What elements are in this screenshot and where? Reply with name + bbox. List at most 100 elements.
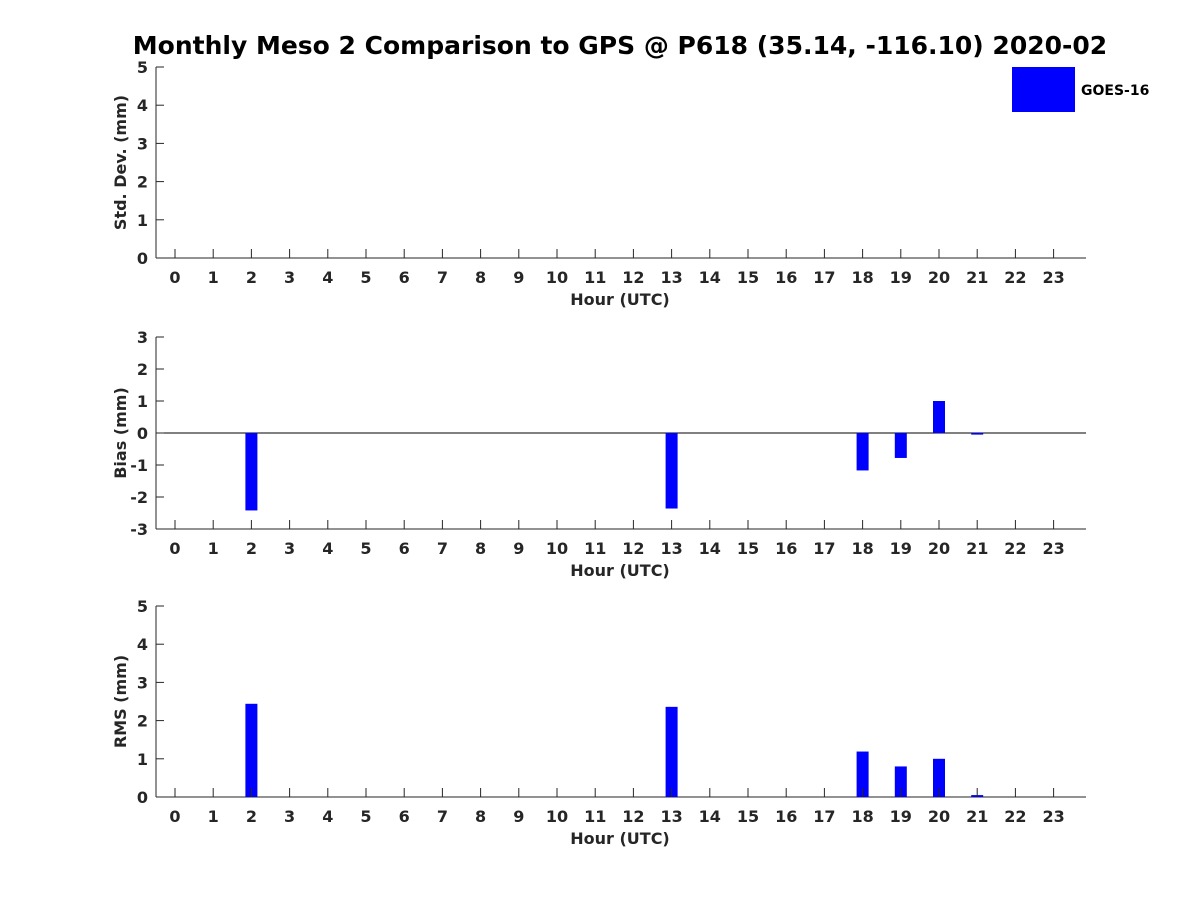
- y-tick-label: 4: [137, 96, 148, 115]
- x-tick-label: 19: [890, 539, 912, 558]
- y-tick-label: 5: [137, 597, 148, 616]
- x-tick-label: 9: [513, 539, 524, 558]
- x-tick-label: 16: [775, 807, 797, 826]
- x-axis-title: Hour (UTC): [570, 829, 670, 848]
- y-tick-label: 3: [137, 673, 148, 692]
- bar-hour-20: [933, 401, 945, 433]
- bar-hour-2: [245, 433, 258, 511]
- bar-hour-19: [894, 433, 907, 458]
- x-tick-label: 0: [169, 807, 180, 826]
- y-tick-label: 1: [137, 392, 148, 411]
- y-tick-label: 0: [137, 249, 148, 268]
- bar-hour-13: [665, 706, 678, 797]
- x-tick-label: 2: [246, 807, 257, 826]
- x-tick-label: 15: [737, 539, 759, 558]
- x-tick-label: 1: [208, 807, 219, 826]
- y-axis-title: Std. Dev. (mm): [111, 95, 130, 230]
- y-tick-label: 1: [137, 211, 148, 230]
- x-tick-label: 19: [890, 268, 912, 287]
- x-tick-label: 4: [322, 539, 333, 558]
- x-tick-label: 13: [660, 268, 682, 287]
- x-tick-label: 8: [475, 807, 486, 826]
- x-tick-label: 4: [322, 807, 333, 826]
- x-tick-label: 14: [699, 539, 721, 558]
- y-tick-label: 2: [137, 360, 148, 379]
- x-tick-label: 7: [437, 539, 448, 558]
- x-tick-label: 6: [399, 807, 410, 826]
- x-tick-label: 16: [775, 268, 797, 287]
- x-tick-label: 8: [475, 268, 486, 287]
- x-tick-label: 22: [1004, 539, 1026, 558]
- y-axis-title: Bias (mm): [111, 387, 130, 479]
- y-axis-title: RMS (mm): [111, 655, 130, 748]
- x-tick-label: 17: [813, 807, 835, 826]
- x-tick-label: 8: [475, 539, 486, 558]
- y-tick-label: -3: [130, 520, 148, 539]
- x-tick-label: 2: [246, 539, 257, 558]
- x-tick-label: 16: [775, 539, 797, 558]
- x-tick-label: 2: [246, 268, 257, 287]
- bar-hour-18: [856, 751, 869, 797]
- x-tick-label: 10: [546, 268, 568, 287]
- x-tick-label: 21: [966, 539, 988, 558]
- y-tick-label: -2: [130, 488, 148, 507]
- x-tick-label: 9: [513, 268, 524, 287]
- legend-label: GOES-16: [1081, 83, 1149, 99]
- x-tick-label: 0: [169, 268, 180, 287]
- x-tick-label: 10: [546, 539, 568, 558]
- x-tick-label: 22: [1004, 268, 1026, 287]
- x-tick-label: 10: [546, 807, 568, 826]
- x-tick-label: 17: [813, 539, 835, 558]
- x-tick-label: 7: [437, 807, 448, 826]
- x-tick-label: 11: [584, 268, 606, 287]
- x-tick-label: 1: [208, 268, 219, 287]
- x-tick-label: 23: [1042, 539, 1064, 558]
- y-tick-label: 0: [137, 788, 148, 807]
- y-tick-label: 3: [137, 328, 148, 347]
- x-tick-label: 6: [399, 539, 410, 558]
- x-tick-label: 18: [851, 539, 873, 558]
- y-tick-label: 2: [137, 173, 148, 192]
- bar-hour-20: [933, 758, 945, 797]
- legend: GOES-16: [1012, 67, 1149, 112]
- x-tick-label: 14: [699, 807, 721, 826]
- x-tick-label: 12: [622, 807, 644, 826]
- x-tick-label: 5: [360, 268, 371, 287]
- x-tick-label: 9: [513, 807, 524, 826]
- x-axis-title: Hour (UTC): [570, 290, 670, 309]
- y-tick-label: 1: [137, 750, 148, 769]
- x-tick-label: 3: [284, 268, 295, 287]
- x-tick-label: 4: [322, 268, 333, 287]
- x-tick-label: 17: [813, 268, 835, 287]
- x-tick-label: 13: [660, 539, 682, 558]
- x-tick-label: 20: [928, 807, 950, 826]
- y-tick-label: 5: [137, 58, 148, 77]
- x-tick-label: 23: [1042, 268, 1064, 287]
- x-tick-label: 12: [622, 539, 644, 558]
- x-tick-label: 6: [399, 268, 410, 287]
- bar-hour-18: [856, 433, 869, 471]
- x-tick-label: 3: [284, 539, 295, 558]
- x-tick-label: 11: [584, 807, 606, 826]
- x-tick-label: 13: [660, 807, 682, 826]
- x-tick-label: 14: [699, 268, 721, 287]
- x-tick-label: 21: [966, 268, 988, 287]
- bar-hour-19: [894, 766, 907, 797]
- bar-hour-2: [245, 703, 258, 797]
- bar-hour-21: [971, 433, 984, 435]
- bar-hour-13: [665, 433, 678, 509]
- x-axis-title: Hour (UTC): [570, 561, 670, 580]
- x-tick-label: 18: [851, 807, 873, 826]
- x-tick-label: 3: [284, 807, 295, 826]
- x-tick-label: 0: [169, 539, 180, 558]
- x-tick-label: 7: [437, 268, 448, 287]
- x-tick-label: 5: [360, 807, 371, 826]
- x-tick-label: 22: [1004, 807, 1026, 826]
- y-tick-label: 4: [137, 635, 148, 654]
